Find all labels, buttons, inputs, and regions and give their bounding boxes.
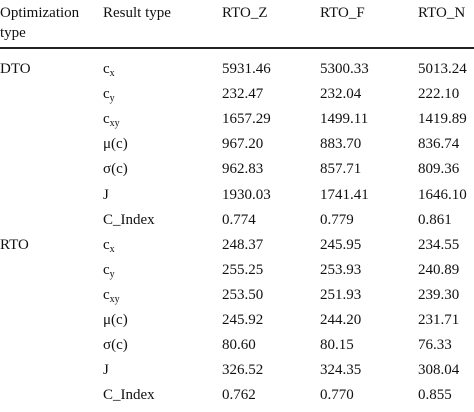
result-type: σ(c) [103, 161, 128, 178]
header-rule [0, 47, 474, 49]
subscript: xy [109, 118, 120, 130]
value-cell: 883.70 [320, 136, 362, 153]
value-cell: 245.95 [320, 236, 362, 253]
group-label: DTO [0, 61, 31, 77]
value-cell: 1419.89 [418, 111, 467, 128]
result-type: C_Index [103, 387, 155, 404]
value-cell: 0.779 [320, 211, 354, 228]
value-cell: 5931.46 [222, 61, 271, 77]
value-cell: 5013.24 [418, 61, 467, 77]
value-cell: 962.83 [222, 161, 264, 178]
group-label: RTO [0, 236, 29, 253]
value-cell: 222.10 [418, 86, 460, 103]
value-cell: 1930.03 [222, 186, 271, 203]
value-cell: 5300.33 [320, 61, 369, 77]
value-cell: 1657.29 [222, 111, 271, 128]
value-cell: 1499.11 [320, 111, 369, 128]
value-cell: 76.33 [418, 337, 452, 354]
value-cell: 240.89 [418, 261, 460, 278]
value-cell: 239.30 [418, 286, 460, 303]
result-type: C_Index [103, 211, 155, 228]
value-cell: 0.770 [320, 387, 354, 404]
value-cell: 251.93 [320, 286, 362, 303]
subscript: xy [109, 293, 120, 305]
subscript: y [109, 268, 115, 280]
column-header: RTO_F [320, 5, 365, 21]
value-cell: 836.74 [418, 136, 460, 153]
value-cell: 1646.10 [418, 186, 467, 203]
result-type: μ(c) [103, 312, 128, 328]
result-type: cxy [103, 286, 120, 305]
value-cell: 809.36 [418, 161, 460, 178]
result-type: σ(c) [103, 337, 128, 354]
column-header: RTO_N [418, 5, 466, 21]
result-type: cx [103, 61, 115, 79]
value-cell: 244.20 [320, 312, 362, 328]
value-cell: 80.60 [222, 337, 256, 354]
column-header: Optimization type [0, 5, 80, 41]
value-cell: 248.37 [222, 236, 264, 253]
result-type: cy [103, 261, 115, 280]
value-cell: 232.47 [222, 86, 264, 103]
column-header: RTO_Z [222, 5, 268, 21]
value-cell: 326.52 [222, 362, 264, 379]
value-cell: 857.71 [320, 161, 362, 178]
value-cell: 234.55 [418, 236, 460, 253]
value-cell: 80.15 [320, 337, 354, 354]
value-cell: 967.20 [222, 136, 264, 153]
column-header: Result type [103, 5, 171, 21]
result-type: cy [103, 86, 115, 105]
subscript: y [109, 93, 115, 105]
result-type: J [103, 362, 109, 379]
value-cell: 232.04 [320, 86, 362, 103]
result-type: cxy [103, 111, 120, 130]
value-cell: 253.50 [222, 286, 264, 303]
value-cell: 324.35 [320, 362, 362, 379]
value-cell: 308.04 [418, 362, 460, 379]
result-type: μ(c) [103, 136, 128, 153]
value-cell: 231.71 [418, 312, 460, 328]
value-cell: 253.93 [320, 261, 362, 278]
value-cell: 0.774 [222, 211, 256, 228]
result-type: cx [103, 236, 115, 255]
subscript: x [109, 68, 115, 79]
value-cell: 255.25 [222, 261, 264, 278]
value-cell: 245.92 [222, 312, 264, 328]
value-cell: 0.762 [222, 387, 256, 404]
subscript: x [109, 243, 115, 255]
result-type: J [103, 186, 109, 203]
value-cell: 0.861 [418, 211, 452, 228]
value-cell: 1741.41 [320, 186, 369, 203]
value-cell: 0.855 [418, 387, 452, 404]
